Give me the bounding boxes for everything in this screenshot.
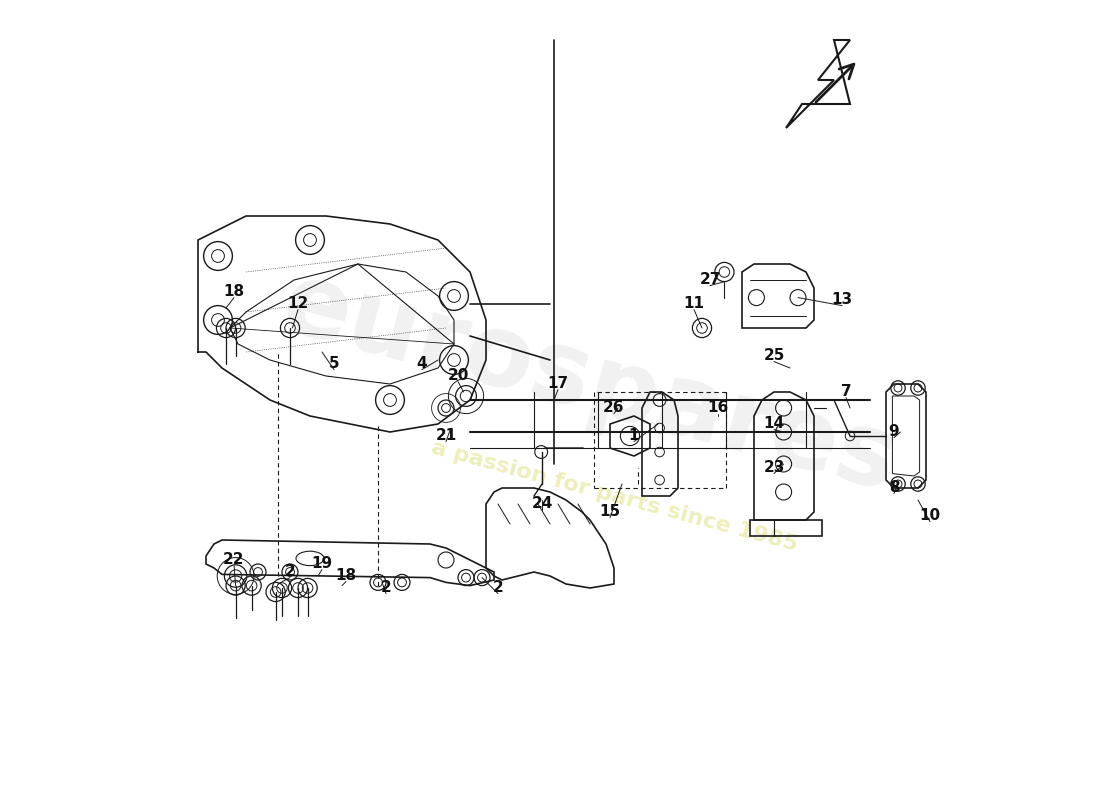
Text: 24: 24 bbox=[531, 497, 552, 511]
Text: 20: 20 bbox=[448, 369, 469, 383]
Text: 15: 15 bbox=[600, 505, 620, 519]
Text: 7: 7 bbox=[840, 385, 851, 399]
Text: 11: 11 bbox=[683, 297, 704, 311]
Text: 4: 4 bbox=[417, 357, 427, 371]
Text: 14: 14 bbox=[763, 417, 784, 431]
Text: 18: 18 bbox=[223, 285, 244, 299]
Text: 23: 23 bbox=[763, 461, 784, 475]
Text: 5: 5 bbox=[329, 357, 339, 371]
Text: 21: 21 bbox=[436, 429, 456, 443]
Text: eurospares: eurospares bbox=[272, 255, 908, 513]
Text: 27: 27 bbox=[700, 273, 720, 287]
Text: 1: 1 bbox=[629, 429, 639, 443]
Text: a passion for parts since 1985: a passion for parts since 1985 bbox=[429, 438, 800, 554]
Text: 25: 25 bbox=[763, 349, 784, 363]
Text: 17: 17 bbox=[548, 377, 569, 391]
Text: 19: 19 bbox=[311, 557, 332, 571]
Text: 13: 13 bbox=[832, 293, 852, 307]
Text: 2: 2 bbox=[493, 581, 504, 595]
Text: 16: 16 bbox=[707, 401, 728, 415]
Text: 10: 10 bbox=[920, 509, 940, 523]
Text: 9: 9 bbox=[889, 425, 900, 439]
Text: 22: 22 bbox=[223, 553, 244, 567]
Text: 18: 18 bbox=[336, 569, 356, 583]
Text: 2: 2 bbox=[285, 565, 296, 579]
Text: 26: 26 bbox=[603, 401, 625, 415]
Text: 12: 12 bbox=[287, 297, 309, 311]
Text: 2: 2 bbox=[381, 581, 392, 595]
Text: 8: 8 bbox=[889, 481, 900, 495]
